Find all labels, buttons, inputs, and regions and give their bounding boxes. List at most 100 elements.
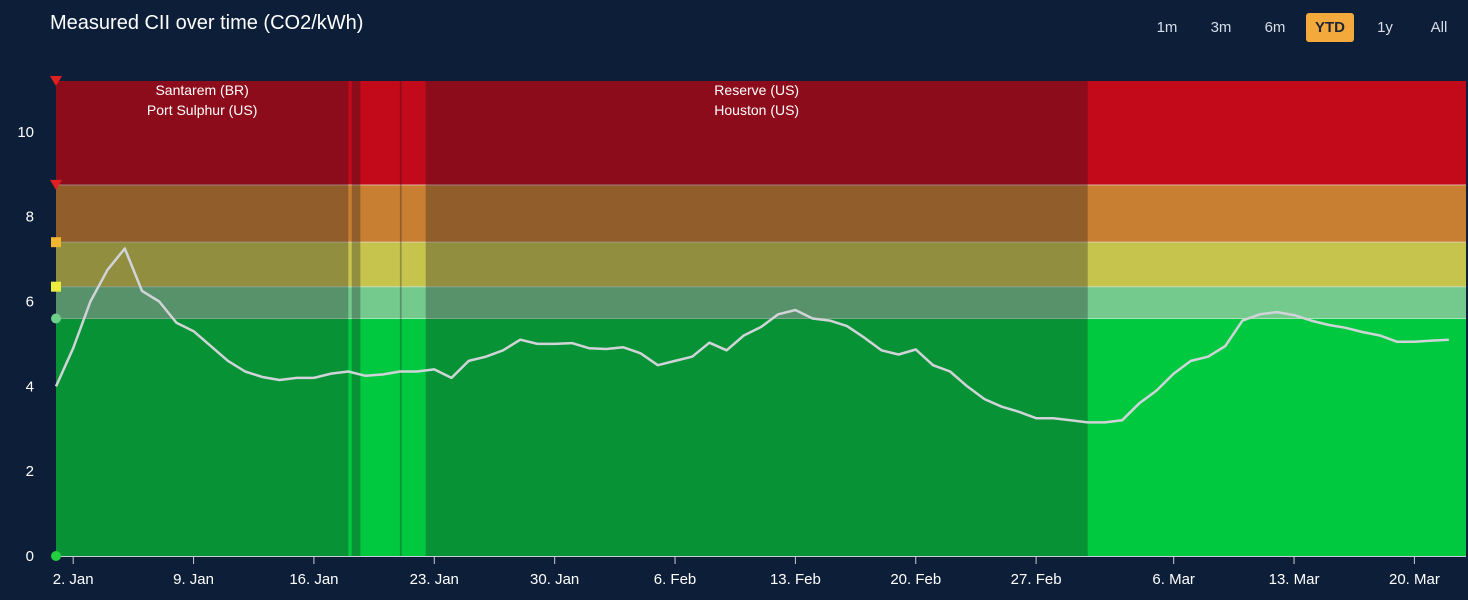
threshold-band-4 — [56, 81, 1466, 185]
data-point — [1207, 355, 1209, 357]
voyage-period-2 — [399, 81, 402, 556]
data-point — [89, 300, 91, 302]
data-point — [571, 342, 573, 344]
data-point — [1327, 324, 1329, 326]
x-tick-label: 16. Jan — [289, 571, 338, 588]
data-point — [674, 360, 676, 362]
data-point — [1293, 314, 1295, 316]
data-point — [708, 341, 710, 343]
threshold-band-1 — [56, 286, 1466, 319]
threshold-marker-4 — [50, 179, 62, 190]
data-point — [124, 247, 126, 249]
range-button-3m[interactable]: 3m — [1210, 18, 1232, 36]
threshold-band-0 — [56, 318, 1466, 556]
data-point — [364, 375, 366, 377]
x-tick-label: 20. Feb — [890, 571, 941, 588]
y-tick-label: 4 — [26, 378, 34, 395]
range-button-ytd[interactable]: YTD — [1306, 12, 1354, 42]
data-point — [605, 348, 607, 350]
data-point — [296, 377, 298, 379]
data-point — [347, 370, 349, 372]
data-point — [175, 322, 177, 324]
voyage-label-0-0: Santarem (BR) — [155, 82, 248, 98]
x-tick-label: 20. Mar — [1389, 571, 1440, 588]
data-point — [433, 368, 435, 370]
data-point — [1310, 319, 1312, 321]
voyage-label-0-1: Port Sulphur (US) — [147, 102, 257, 118]
y-tick-label: 6 — [26, 294, 34, 311]
data-point — [588, 347, 590, 349]
data-point — [639, 352, 641, 354]
data-point — [1069, 419, 1071, 421]
threshold-band-2 — [56, 242, 1466, 287]
x-tick-label: 6. Feb — [654, 571, 697, 588]
data-point — [897, 353, 899, 355]
data-point — [278, 379, 280, 381]
threshold-marker-5 — [50, 76, 62, 86]
x-tick-label: 23. Jan — [410, 571, 459, 588]
data-point — [1430, 339, 1432, 341]
x-tick-label: 2. Jan — [53, 571, 94, 588]
threshold-marker-3 — [51, 237, 61, 248]
data-point — [863, 336, 865, 338]
data-point — [932, 364, 934, 366]
data-point — [244, 370, 246, 372]
data-point — [1224, 345, 1226, 347]
series-line-0 — [54, 247, 1449, 424]
data-point — [158, 300, 160, 302]
voyage-period-3 — [425, 81, 1088, 556]
data-point — [485, 355, 487, 357]
data-point — [330, 372, 332, 374]
data-point — [1138, 402, 1140, 404]
data-point — [1018, 411, 1020, 413]
range-button-6m[interactable]: 6m — [1264, 18, 1286, 36]
data-point — [1258, 313, 1260, 315]
data-point — [622, 346, 624, 348]
data-point — [811, 317, 813, 319]
data-point — [743, 334, 745, 336]
voyage-period-0 — [56, 81, 349, 556]
voyage-period-1 — [351, 81, 361, 556]
data-point — [1001, 406, 1003, 408]
data-point — [1413, 341, 1415, 343]
data-point — [1241, 319, 1243, 321]
x-tick-label: 6. Mar — [1152, 571, 1195, 588]
data-point — [725, 349, 727, 351]
data-point — [1172, 372, 1174, 374]
data-point — [1190, 360, 1192, 362]
threshold-band-3 — [56, 184, 1466, 243]
y-tick-label: 10 — [17, 124, 34, 141]
range-button-1m[interactable]: 1m — [1156, 18, 1178, 36]
chart-title: Measured CII over time (CO2/kWh) — [50, 12, 364, 34]
threshold-marker-2 — [51, 281, 61, 292]
range-button-all[interactable]: All — [1430, 18, 1448, 36]
data-point — [1448, 339, 1450, 341]
data-point — [983, 398, 985, 400]
data-point — [106, 269, 108, 271]
data-point — [450, 377, 452, 379]
data-point — [915, 348, 917, 350]
data-point — [846, 325, 848, 327]
data-point — [1276, 311, 1278, 313]
data-point — [1052, 417, 1054, 419]
data-point — [1396, 341, 1398, 343]
data-point — [880, 349, 882, 351]
data-point — [949, 370, 951, 372]
data-point — [777, 313, 779, 315]
data-point — [1104, 421, 1106, 423]
data-point — [536, 343, 538, 345]
data-point — [72, 347, 74, 349]
data-point — [553, 343, 555, 345]
data-point — [1379, 334, 1381, 336]
voyage-label-3-1: Houston (US) — [714, 102, 799, 118]
data-point — [1087, 421, 1089, 423]
data-point — [55, 385, 57, 387]
x-tick-label: 27. Feb — [1011, 571, 1062, 588]
data-point — [382, 373, 384, 375]
data-point — [1121, 419, 1123, 421]
range-button-1y[interactable]: 1y — [1377, 18, 1393, 36]
range-selector: 1m 3m 6m YTD 1y All — [1144, 10, 1462, 44]
x-tick-label: 9. Jan — [173, 571, 214, 588]
y-tick-label: 2 — [26, 463, 34, 480]
x-tick-label: 30. Jan — [530, 571, 579, 588]
